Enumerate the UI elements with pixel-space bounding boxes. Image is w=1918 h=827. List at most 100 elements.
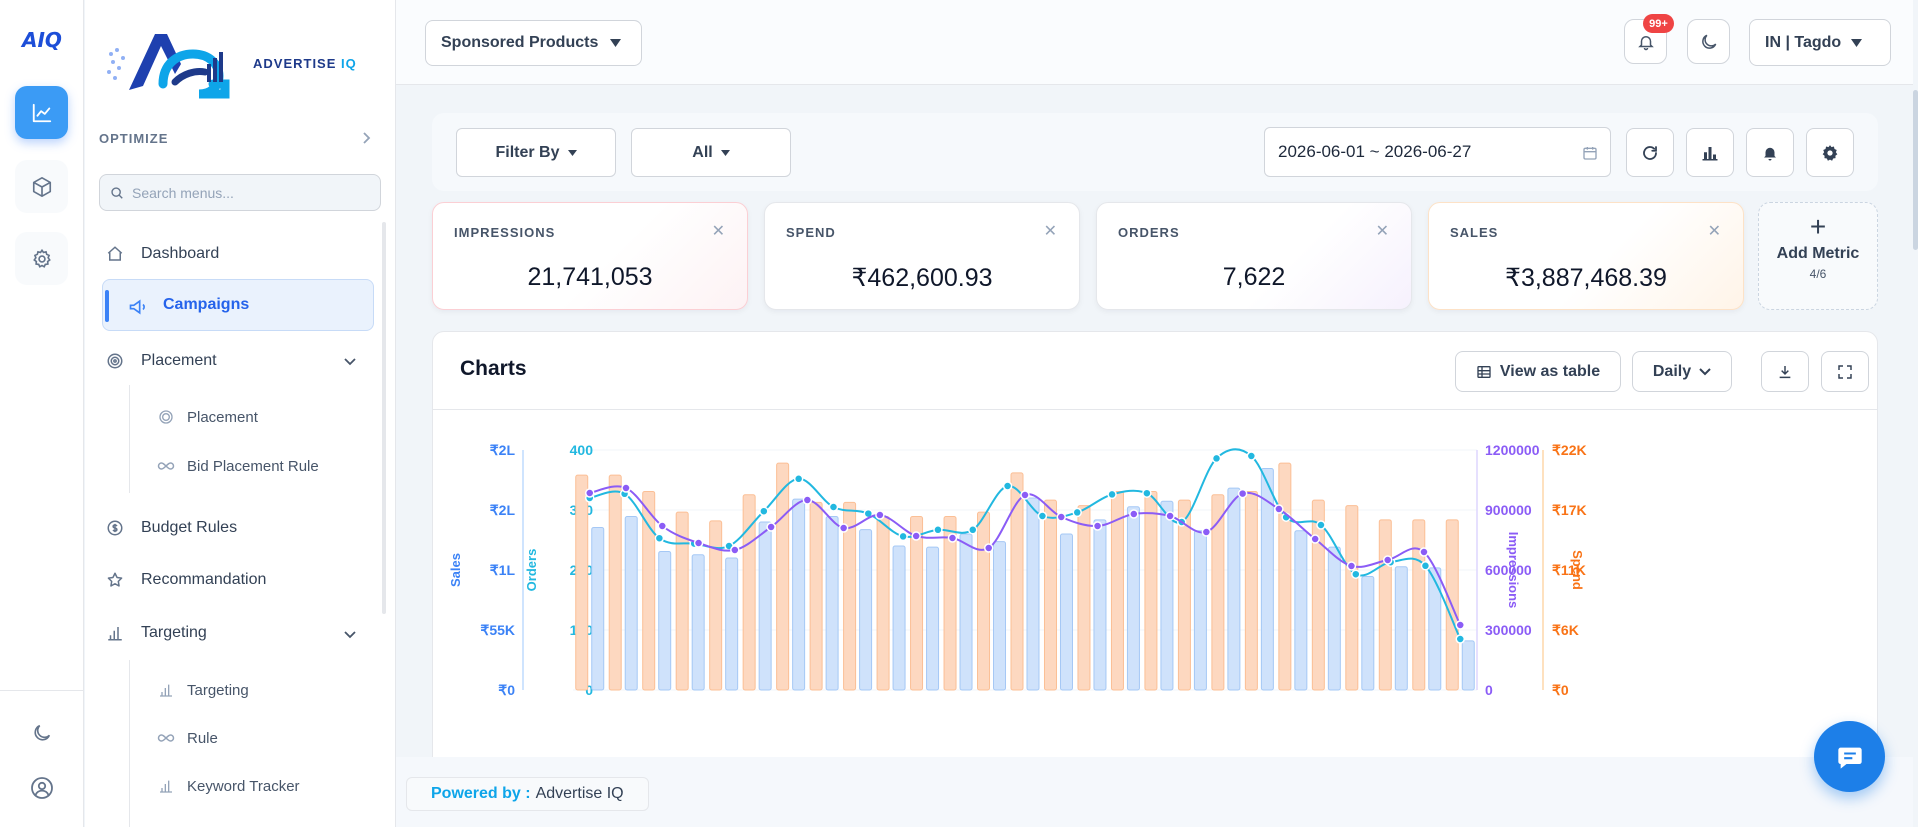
caret-down-icon (720, 149, 730, 156)
filter-by-dropdown[interactable]: Filter By (456, 128, 616, 177)
products-nav-button[interactable] (15, 160, 68, 213)
sidebar-subitem-bid-placement-rule[interactable]: Bid Placement Rule (157, 451, 319, 481)
box-icon (32, 176, 51, 197)
close-icon[interactable]: ✕ (1375, 223, 1389, 240)
footer: Powered by : Advertise IQ (396, 757, 1918, 827)
megaphone-icon (128, 297, 148, 322)
metric-card-spend[interactable]: SPEND ✕ ₹462,600.93 (764, 202, 1080, 310)
bar-chart-icon (105, 624, 125, 642)
sales-bar (825, 516, 839, 691)
alerts-button[interactable] (1746, 128, 1794, 177)
user-circle-icon (30, 776, 53, 799)
date-range-picker[interactable]: 2026-06-01 ~ 2026-06-27 (1264, 127, 1611, 177)
orders-point (933, 525, 943, 535)
metric-card-impressions[interactable]: IMPRESSIONS ✕ 21,741,053 (432, 202, 748, 310)
sidebar-subitem-label: Bid Placement Rule (187, 457, 319, 475)
granularity-dropdown[interactable]: Daily (1632, 351, 1732, 392)
sidebar-item-budget-rules[interactable]: Budget Rules (105, 510, 237, 546)
sidebar-item-label: Dashboard (141, 245, 220, 262)
profile-button[interactable] (15, 761, 68, 814)
sidebar-item-campaigns[interactable] (102, 279, 374, 331)
metric-value: ₹3,887,468.39 (1505, 264, 1667, 292)
submenu-guide (129, 385, 130, 493)
orders-point (1037, 511, 1048, 521)
refresh-button[interactable] (1626, 128, 1674, 177)
spend-bar (977, 511, 991, 691)
metric-card-sales[interactable]: SALES ✕ ₹3,887,468.39 (1428, 202, 1744, 310)
sales-bar (1227, 487, 1241, 691)
view-as-table-button[interactable]: View as table (1455, 351, 1621, 392)
close-icon[interactable]: ✕ (1043, 223, 1057, 240)
sidebar-subitem-rule[interactable]: Rule (157, 723, 218, 753)
sidebar-item-placement-group[interactable]: Placement (105, 343, 217, 379)
add-metric-button[interactable]: + Add Metric 4/6 (1758, 202, 1878, 310)
chart-toggle-button[interactable] (1686, 128, 1734, 177)
theme-toggle-button[interactable] (15, 706, 68, 759)
settings-nav-button[interactable] (15, 232, 68, 285)
chevron-down-icon[interactable] (343, 354, 357, 372)
metric-value: ₹462,600.93 (851, 264, 993, 292)
moon-icon (1701, 34, 1716, 49)
caret-down-icon (610, 39, 622, 47)
all-dropdown[interactable]: All (631, 128, 791, 177)
sidebar-scrollbar[interactable] (382, 222, 386, 614)
download-icon (1779, 365, 1791, 378)
spend-bar (809, 501, 823, 691)
bar-chart-icon (157, 682, 175, 698)
impressions-point (1201, 527, 1212, 537)
spend-axis-title: Spend (1570, 550, 1585, 590)
spend-bar (943, 516, 957, 691)
metric-card-orders[interactable]: ORDERS ✕ 7,622 (1096, 202, 1412, 310)
spend-bar (709, 520, 723, 691)
sidebar-item-targeting-group[interactable]: Targeting (105, 615, 207, 651)
sidebar-subitem-targeting[interactable]: Targeting (157, 675, 249, 705)
sales-bar (959, 533, 973, 691)
sidebar-item-label: Campaigns (163, 296, 250, 313)
sidebar-item-dashboard[interactable]: Dashboard (105, 236, 219, 272)
spend-tick-label: ₹0 (1552, 682, 1569, 698)
sales-bar (658, 550, 672, 691)
sidebar-item-recommandation[interactable]: Recommandation (105, 562, 266, 598)
orders-point (793, 474, 804, 484)
app-logo[interactable]: AIQ (22, 28, 62, 52)
sidebar-subitem-label: Keyword Tracker (187, 777, 300, 795)
sales-bar (1059, 533, 1073, 691)
metric-count: 4/6 (1809, 267, 1827, 281)
orders-point (1142, 488, 1152, 498)
sidebar-subitem-keyword-tracker[interactable]: Keyword Tracker (157, 771, 300, 801)
bar-chart-icon (157, 778, 175, 794)
close-icon[interactable]: ✕ (1707, 223, 1721, 240)
granularity-label: Daily (1652, 362, 1692, 380)
page-scrollbar-thumb[interactable] (1913, 90, 1918, 250)
sidebar-item-label: Placement (141, 352, 217, 369)
top-bar: Sponsored Products 99+ IN | Tagdo (396, 0, 1918, 85)
chevron-down-icon[interactable] (343, 627, 357, 645)
download-button[interactable] (1761, 351, 1809, 392)
sales-bar (859, 529, 873, 691)
impressions-point (1092, 521, 1103, 531)
chevron-right-icon[interactable] (361, 131, 371, 148)
sidebar-subitem-placement[interactable]: Placement (157, 402, 258, 432)
sales-tick-label: ₹55K (480, 622, 515, 638)
account-dropdown[interactable]: IN | Tagdo (1749, 19, 1891, 66)
spend-bar (1244, 490, 1258, 691)
page-scrollbar[interactable] (1913, 0, 1918, 827)
close-icon[interactable]: ✕ (711, 223, 725, 240)
fullscreen-button[interactable] (1821, 351, 1869, 392)
sidebar-item-label: Recommandation (141, 571, 267, 588)
analytics-nav-button[interactable] (15, 86, 68, 139)
spend-tick-label: ₹22K (1552, 442, 1587, 458)
sidebar-subitem-label: Rule (187, 729, 218, 747)
spend-bar (876, 516, 890, 691)
ad-type-dropdown[interactable]: Sponsored Products (425, 20, 642, 66)
settings-button[interactable] (1806, 128, 1854, 177)
chat-button[interactable] (1814, 721, 1885, 792)
brand-logo[interactable]: ADVERTISE IQ (105, 24, 395, 100)
search-input[interactable] (132, 184, 362, 201)
caret-down-icon (567, 149, 577, 156)
bar-chart-icon (1702, 146, 1718, 160)
spend-bar (1077, 505, 1091, 691)
sales-bar (1126, 506, 1140, 691)
theme-toggle-button[interactable] (1687, 19, 1730, 64)
notification-badge: 99+ (1643, 14, 1674, 33)
